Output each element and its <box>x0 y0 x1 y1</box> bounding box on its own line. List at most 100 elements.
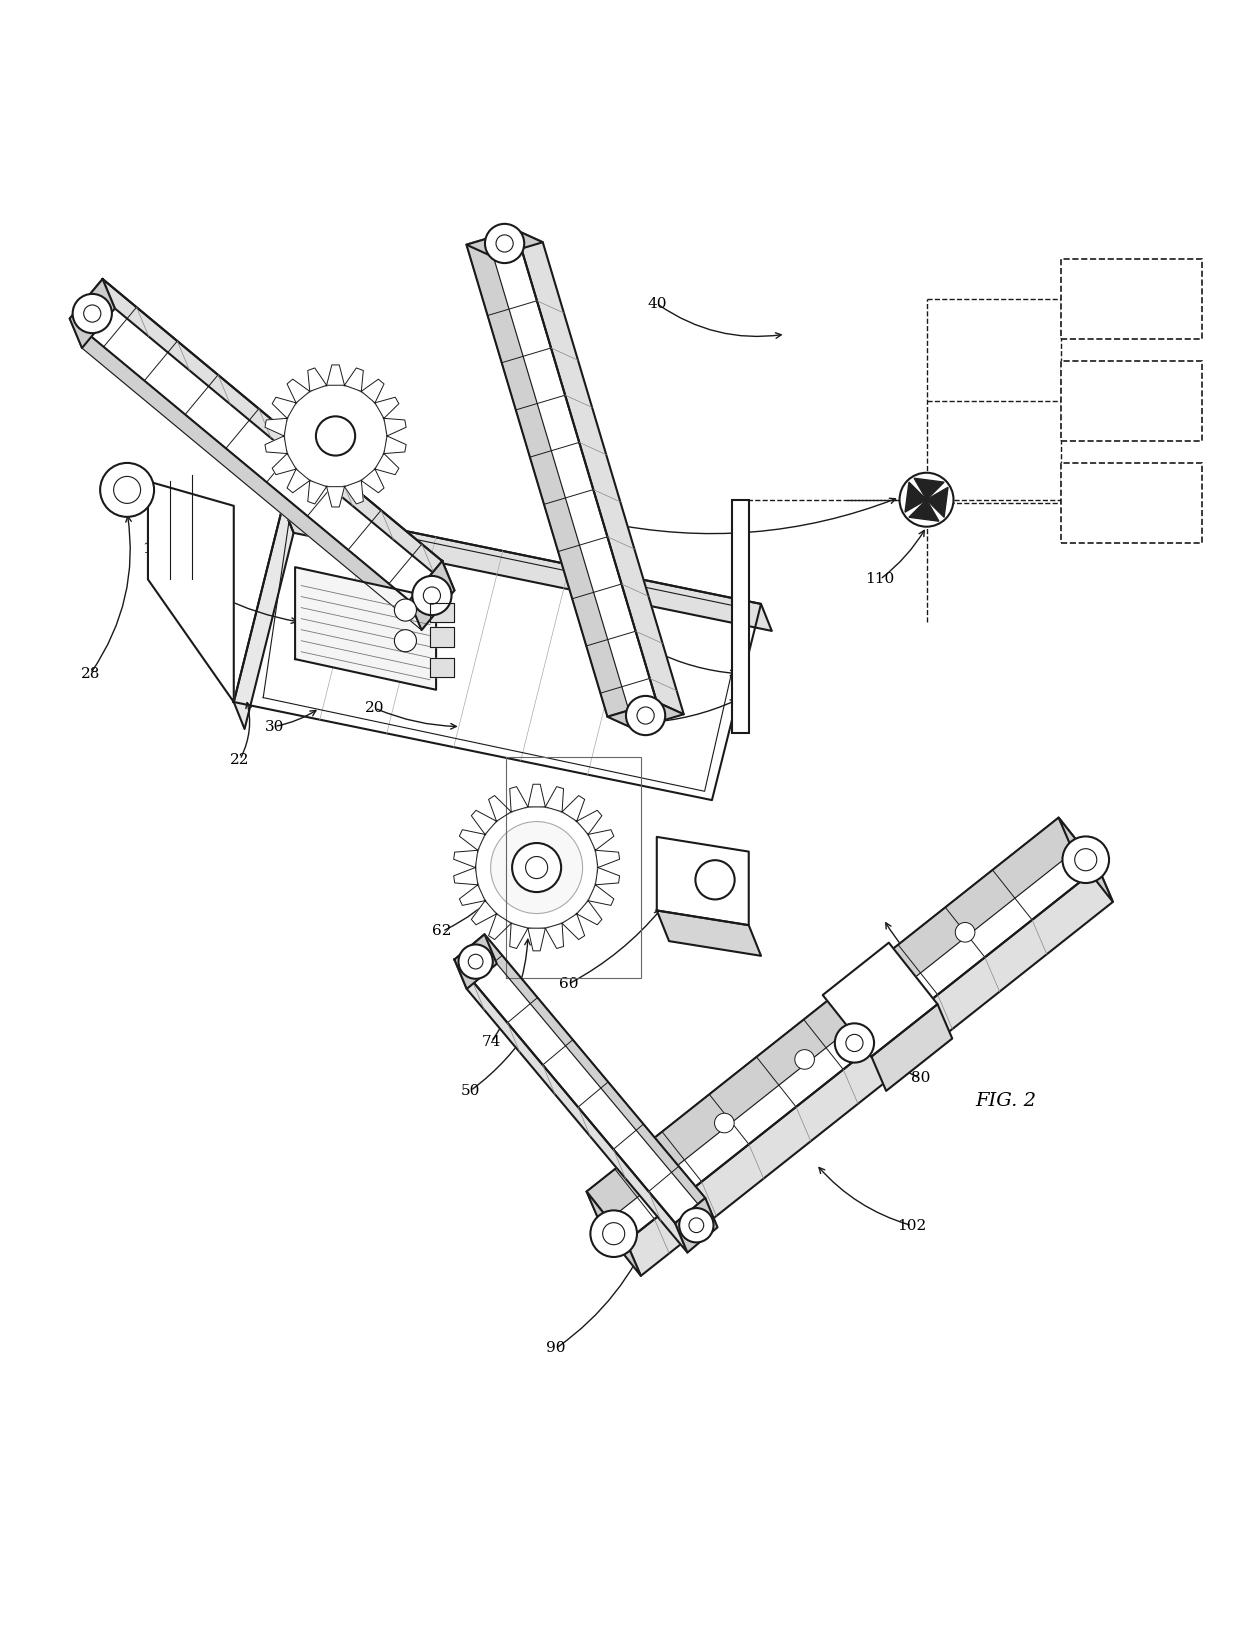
Polygon shape <box>909 499 939 521</box>
Polygon shape <box>148 481 234 702</box>
Circle shape <box>899 473 954 527</box>
Circle shape <box>637 707 655 724</box>
Circle shape <box>491 822 583 913</box>
Bar <box>1061 463 1203 542</box>
Polygon shape <box>234 506 294 728</box>
Polygon shape <box>489 796 511 822</box>
Polygon shape <box>528 784 546 807</box>
Polygon shape <box>361 470 384 493</box>
Text: 60: 60 <box>559 977 578 990</box>
Polygon shape <box>657 837 749 925</box>
Text: 74: 74 <box>481 1035 501 1049</box>
Circle shape <box>1075 848 1096 871</box>
Polygon shape <box>485 935 718 1228</box>
Polygon shape <box>69 319 422 630</box>
Circle shape <box>846 1035 863 1051</box>
Text: 10: 10 <box>141 542 161 555</box>
Polygon shape <box>595 850 620 868</box>
Circle shape <box>696 859 734 899</box>
Polygon shape <box>455 959 687 1252</box>
Polygon shape <box>384 435 407 453</box>
Circle shape <box>485 224 525 264</box>
Polygon shape <box>587 817 1074 1226</box>
Polygon shape <box>459 830 485 850</box>
Polygon shape <box>454 850 477 868</box>
Text: 22: 22 <box>231 753 249 766</box>
Polygon shape <box>588 886 614 905</box>
Polygon shape <box>295 566 436 689</box>
Circle shape <box>394 599 417 620</box>
Text: 28: 28 <box>81 666 100 681</box>
Circle shape <box>284 385 387 488</box>
Circle shape <box>423 588 440 604</box>
Polygon shape <box>562 796 585 822</box>
Circle shape <box>114 476 140 504</box>
Polygon shape <box>822 943 937 1056</box>
Polygon shape <box>577 900 601 925</box>
Circle shape <box>603 1223 625 1244</box>
Circle shape <box>73 295 112 334</box>
Polygon shape <box>626 868 1112 1275</box>
Polygon shape <box>675 1198 718 1252</box>
Polygon shape <box>374 398 399 419</box>
Text: FIG. 2: FIG. 2 <box>976 1092 1037 1110</box>
Polygon shape <box>588 830 614 850</box>
Polygon shape <box>466 229 657 717</box>
Polygon shape <box>587 817 1099 1241</box>
Polygon shape <box>326 486 345 507</box>
Polygon shape <box>103 278 455 591</box>
Circle shape <box>394 630 417 652</box>
Text: 70: 70 <box>632 715 652 730</box>
Polygon shape <box>454 868 477 886</box>
Text: 30: 30 <box>264 720 284 733</box>
Circle shape <box>83 304 100 322</box>
Polygon shape <box>1059 817 1112 902</box>
Circle shape <box>459 945 492 979</box>
Polygon shape <box>286 470 310 493</box>
Polygon shape <box>265 419 288 435</box>
Circle shape <box>626 696 665 735</box>
Polygon shape <box>471 900 496 925</box>
Polygon shape <box>577 810 601 835</box>
Polygon shape <box>546 787 563 812</box>
Polygon shape <box>272 398 296 419</box>
Polygon shape <box>459 886 485 905</box>
Polygon shape <box>361 380 384 403</box>
Polygon shape <box>455 935 497 989</box>
Polygon shape <box>455 935 706 1223</box>
Polygon shape <box>926 488 949 517</box>
Text: 95: 95 <box>919 964 939 979</box>
Polygon shape <box>471 810 496 835</box>
Polygon shape <box>657 910 761 956</box>
Text: 42: 42 <box>591 514 611 529</box>
Polygon shape <box>430 602 455 622</box>
Polygon shape <box>286 380 310 403</box>
Polygon shape <box>516 229 683 714</box>
Polygon shape <box>562 913 585 940</box>
Circle shape <box>316 416 355 455</box>
Circle shape <box>469 954 484 969</box>
Circle shape <box>714 1113 734 1133</box>
Polygon shape <box>914 478 944 499</box>
Circle shape <box>100 463 154 517</box>
Polygon shape <box>384 419 407 435</box>
Polygon shape <box>69 278 115 349</box>
Polygon shape <box>466 229 543 257</box>
Polygon shape <box>430 658 455 678</box>
Circle shape <box>795 1049 815 1069</box>
Polygon shape <box>409 561 455 630</box>
Text: 40: 40 <box>647 296 667 311</box>
Text: 50: 50 <box>461 1084 480 1098</box>
Text: 24: 24 <box>641 642 661 656</box>
Polygon shape <box>283 506 771 630</box>
Text: 110: 110 <box>866 573 894 586</box>
Bar <box>1061 259 1203 339</box>
Circle shape <box>526 856 548 879</box>
Polygon shape <box>345 481 363 504</box>
Text: 102: 102 <box>898 1218 926 1233</box>
Bar <box>732 499 749 733</box>
Circle shape <box>680 1208 713 1242</box>
Circle shape <box>590 1210 637 1257</box>
Polygon shape <box>272 453 296 475</box>
Polygon shape <box>608 702 683 728</box>
